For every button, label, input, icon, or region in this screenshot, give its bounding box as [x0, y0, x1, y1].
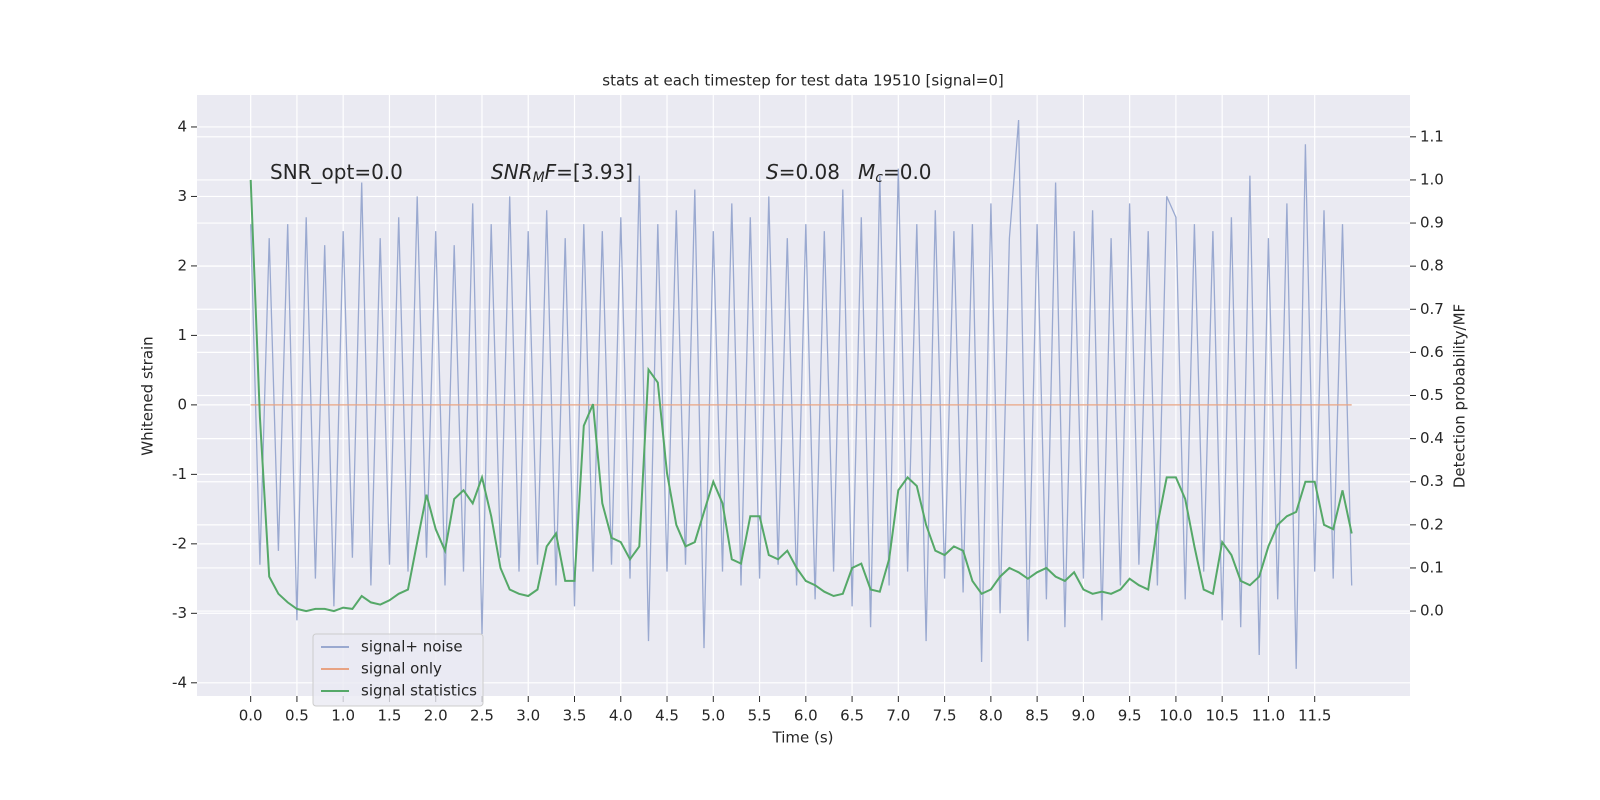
x-tick-label: 6.0: [794, 707, 818, 725]
annotation: SNRMF=[3.93]: [491, 160, 633, 187]
x-tick-label: 8.0: [979, 707, 1003, 725]
y-tick-label: -3: [172, 604, 187, 622]
y-tick-label: 1: [177, 326, 187, 344]
axes: 0.0 0.5 1.0 1.5 2.0 2.5 3.0 3.5 4.0 4.5 5.0 5.5 6.0 6…: [172, 117, 1444, 724]
grid: [197, 95, 1410, 696]
y-tick-label: 0: [177, 395, 187, 413]
y2-axis-label: Detection probability/MF: [1451, 304, 1469, 488]
x-tick-label: 10.5: [1205, 707, 1238, 725]
x-tick-label: 4.0: [609, 707, 633, 725]
annotation-part: =0.08: [779, 160, 840, 184]
legend-label: signal statistics: [361, 682, 477, 700]
y2-tick-label: 0.9: [1420, 214, 1444, 232]
y-tick-label: 4: [177, 117, 187, 135]
annotation-part: M: [858, 160, 875, 184]
annotation-part: F: [545, 160, 557, 184]
y2-tick-label: 0.7: [1420, 300, 1444, 318]
x-tick-label: 9.5: [1118, 707, 1142, 725]
annotation: Mc=0.0: [858, 160, 932, 187]
x-axis-label: Time (s): [772, 729, 834, 747]
x-tick-label: 4.5: [655, 707, 679, 725]
y-tick-label: 2: [177, 256, 187, 274]
x-tick-label: 0.0: [239, 707, 263, 725]
y2-tick-label: 0.4: [1420, 429, 1444, 447]
x-tick-label: 5.0: [701, 707, 725, 725]
x-tick-label: 2.5: [470, 707, 494, 725]
legend-label: signal+ noise: [361, 638, 463, 656]
x-tick-label: 5.5: [748, 707, 772, 725]
marks: [249, 119, 1353, 669]
y-axis-label: Whitened strain: [139, 336, 157, 455]
x-tick-label: 11.0: [1252, 707, 1285, 725]
series-line: [249, 179, 1353, 613]
annotation-part: S: [766, 160, 779, 184]
annotation-part: SNR_opt=0.0: [270, 160, 403, 184]
chart-title: stats at each timestep for test data 195…: [602, 72, 1003, 90]
x-tick-label: 2.0: [424, 707, 448, 725]
annotation: S=0.08: [766, 160, 840, 184]
x-tick-label: 1.5: [378, 707, 402, 725]
x-tick-label: 6.5: [840, 707, 864, 725]
legend: signal+ noise signal only signal statistic…: [312, 633, 484, 707]
x-tick-label: 10.0: [1159, 707, 1192, 725]
y2-tick-label: 1.0: [1420, 170, 1444, 188]
annotation: SNR_opt=0.0: [270, 160, 403, 184]
y2-tick-label: 0.6: [1420, 343, 1444, 361]
x-tick-label: 11.5: [1298, 707, 1331, 725]
x-tick-label: 7.0: [886, 707, 910, 725]
annotation-part: M: [533, 170, 545, 186]
annotation-part: c: [875, 170, 883, 186]
annotation-part: =[3.93]: [556, 160, 633, 184]
legend-label: signal only: [361, 660, 442, 678]
x-tick-label: 3.0: [516, 707, 540, 725]
annotation-part: =0.0: [883, 160, 932, 184]
y2-tick-label: 0.3: [1420, 472, 1444, 490]
y-tick-label: 3: [177, 187, 187, 205]
x-tick-label: 3.5: [563, 707, 587, 725]
y2-tick-label: 1.1: [1420, 127, 1444, 145]
y-tick-label: -1: [172, 465, 187, 483]
y-tick-label: -2: [172, 534, 187, 552]
y2-tick-label: 0.5: [1420, 386, 1444, 404]
y2-tick-label: 0.2: [1420, 515, 1444, 533]
x-tick-label: 7.5: [933, 707, 957, 725]
y2-tick-label: 0.1: [1420, 558, 1444, 576]
legend-box: [312, 633, 484, 707]
y2-tick-label: 0.8: [1420, 257, 1444, 275]
y2-tick-label: 0.0: [1420, 602, 1444, 620]
x-tick-label: 9.0: [1071, 707, 1095, 725]
x-tick-label: 0.5: [285, 707, 309, 725]
x-tick-label: 8.5: [1025, 707, 1049, 725]
y-tick-label: -4: [172, 673, 187, 691]
annotation-part: SNR: [491, 160, 533, 184]
x-tick-label: 1.0: [331, 707, 355, 725]
